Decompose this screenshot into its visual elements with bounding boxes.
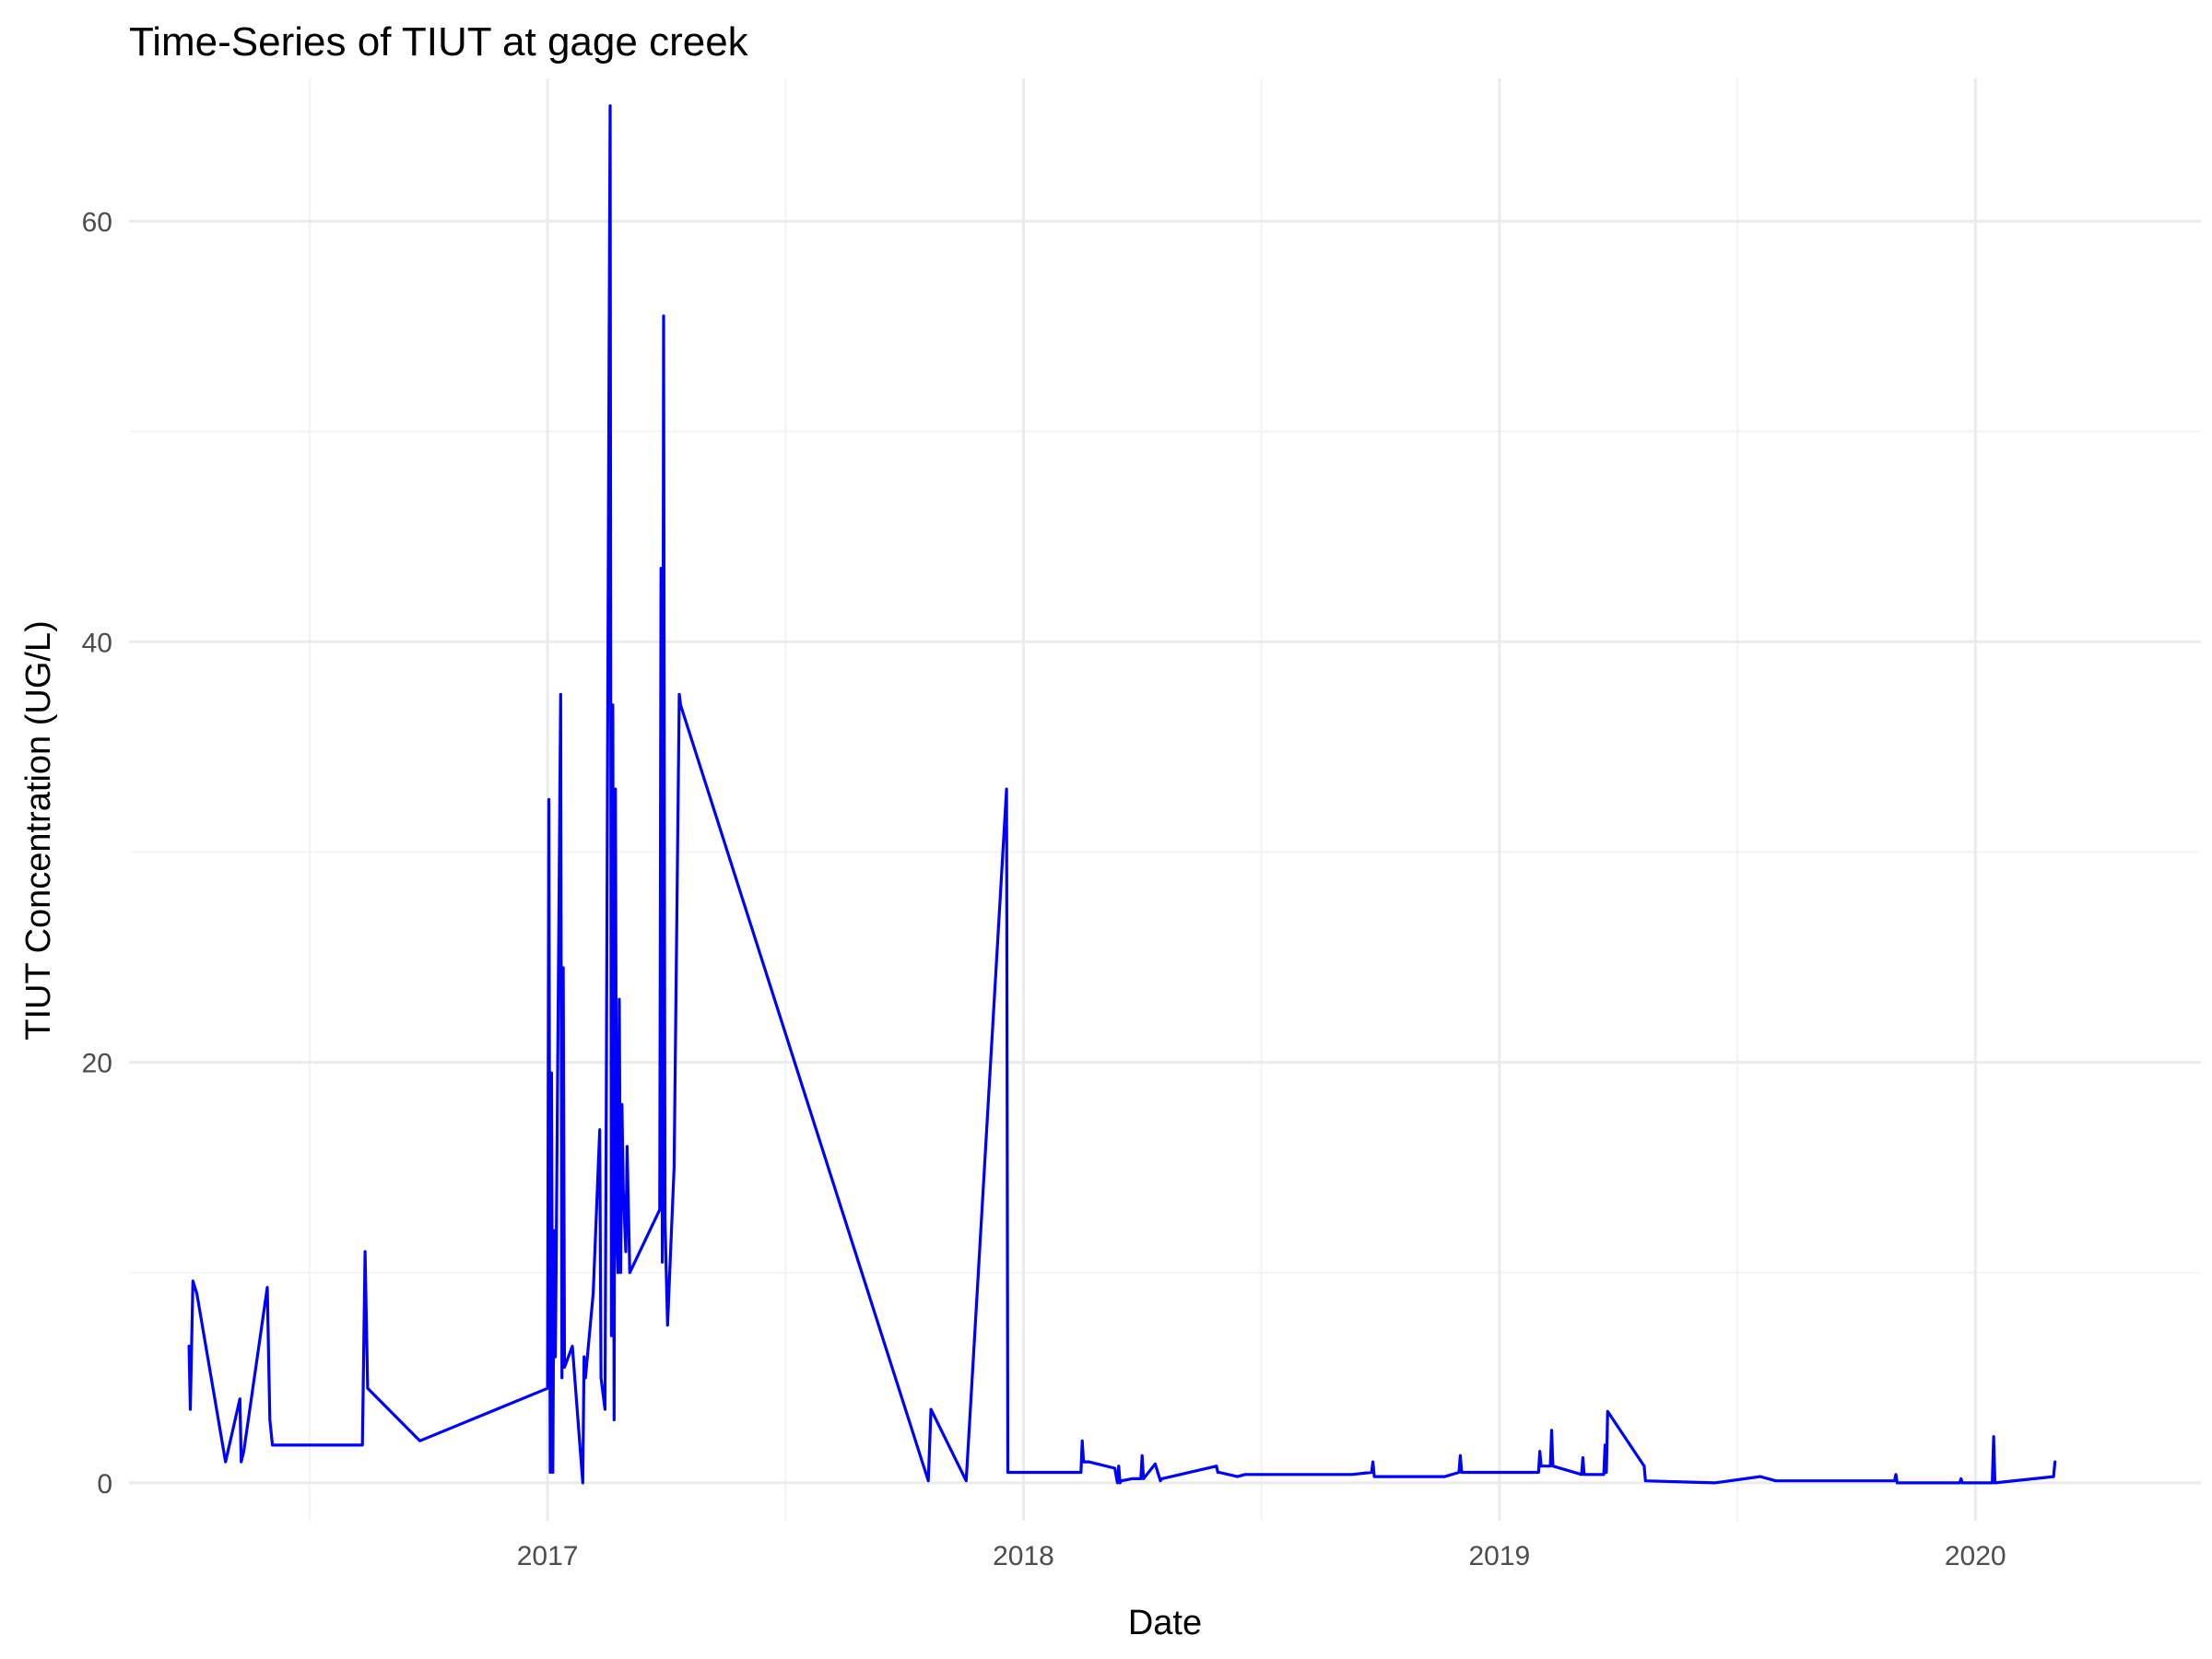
x-tick-label: 2017 [517,1541,579,1571]
y-tick-label: 0 [97,1469,112,1500]
y-axis-title: TIUT Concentration (UG/L) [19,620,58,1040]
chart-title: Time-Series of TIUT at gage creek [129,19,749,65]
y-axis-ticks: 0 20 40 60 [82,207,112,1500]
y-tick-label: 60 [82,207,112,238]
y-tick-label: 20 [82,1049,112,1079]
series-line [187,104,2057,1485]
plot-grid [129,78,2201,1521]
x-tick-label: 2018 [993,1541,1054,1571]
y-tick-label: 40 [82,628,112,658]
x-axis-ticks: 2017 2018 2019 2020 [517,1541,2006,1571]
x-axis-title: Date [1128,1604,1202,1642]
x-tick-label: 2019 [1469,1541,1531,1571]
x-tick-label: 2020 [1945,1541,2006,1571]
